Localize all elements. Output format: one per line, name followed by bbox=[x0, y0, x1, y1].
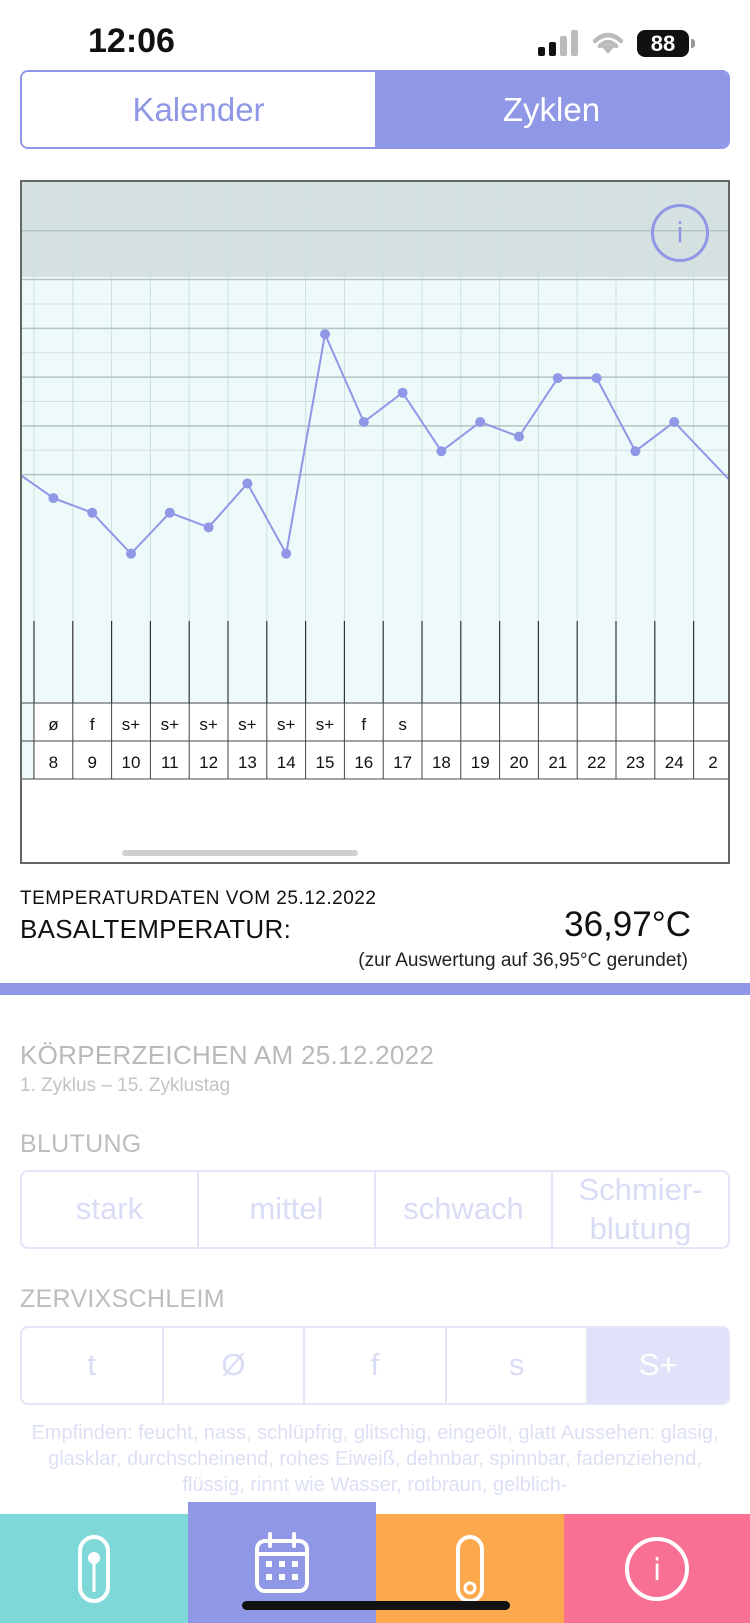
svg-text:i: i bbox=[653, 1553, 661, 1588]
mucus-symbol-day-11: s+ bbox=[161, 715, 180, 734]
temperature-point-day-18 bbox=[436, 446, 447, 457]
temperature-point-day-8 bbox=[48, 493, 59, 504]
cycle-day-label: 2 bbox=[708, 753, 717, 772]
bleeding-option-stark[interactable]: stark bbox=[22, 1172, 199, 1247]
mucus-symbol-day-9: f bbox=[90, 715, 95, 734]
temperature-point-day-10 bbox=[126, 548, 136, 559]
temperature-point-day-19 bbox=[475, 416, 486, 427]
mucus-symbol-day-13: s+ bbox=[238, 715, 257, 734]
basal-temperature-value: 36,97°C bbox=[564, 905, 691, 944]
bleeding-option-mittel[interactable]: mittel bbox=[199, 1172, 376, 1247]
signal-icon bbox=[538, 30, 578, 56]
mucus-options: t Ø f s S+ bbox=[20, 1326, 730, 1405]
temperature-point-day-9 bbox=[87, 507, 98, 518]
temperature-point-day-22 bbox=[591, 373, 602, 384]
body-signs-title: KÖRPERZEICHEN AM 25.12.2022 bbox=[20, 1040, 435, 1070]
cycle-day-label: 21 bbox=[548, 753, 567, 772]
bleeding-option-schwach[interactable]: schwach bbox=[376, 1172, 553, 1247]
temperature-point-day-11 bbox=[164, 507, 175, 518]
rounding-note: (zur Auswertung auf 36,95°C gerundet) bbox=[358, 950, 688, 971]
chart-plot-area bbox=[22, 277, 728, 779]
cycle-day-label: 17 bbox=[393, 753, 412, 772]
mucus-symbol-day-17: s bbox=[398, 715, 407, 734]
basal-temperature-label: BASALTEMPERATUR: bbox=[20, 914, 292, 944]
bleeding-option-schmierblutung[interactable]: Schmier- blutung bbox=[578, 1171, 703, 1246]
mucus-symbol-day-8: ø bbox=[48, 715, 58, 734]
chart-top-band bbox=[22, 182, 728, 277]
info-icon: i bbox=[625, 1536, 689, 1601]
mucus-label: ZERVIXSCHLEIM bbox=[20, 1285, 225, 1313]
cycle-day-label: 8 bbox=[49, 753, 58, 772]
view-switch: Kalender Zyklen bbox=[20, 70, 730, 149]
cycle-day-label: 12 bbox=[199, 753, 218, 772]
mucus-description: Empfinden: feucht, nass, schlüpfrig, gli… bbox=[31, 1422, 719, 1496]
temperature-point-day-20 bbox=[514, 431, 524, 442]
info-icon: i bbox=[676, 216, 684, 249]
temperature-date-heading: TEMPERATURDATEN VOM 25.12.2022 bbox=[20, 888, 377, 909]
mucus-symbol-day-12: s+ bbox=[199, 715, 218, 734]
home-indicator bbox=[242, 1601, 510, 1610]
pill-icon bbox=[456, 1534, 484, 1603]
mucus-option-t[interactable]: t bbox=[22, 1328, 164, 1403]
cycle-day-label: 15 bbox=[316, 753, 335, 772]
tab-info[interactable]: i bbox=[564, 1514, 750, 1623]
cycle-day-label: 13 bbox=[238, 753, 257, 772]
temperature-chart-svg: ø 8 f 9 s+ 10 s+ 11 s+ 12 s+ 13 s+ 14 s+ 15 f 16 s 17 18 19 20… bbox=[22, 182, 728, 862]
battery-icon: 88 bbox=[637, 30, 695, 57]
cycle-day-label: 22 bbox=[587, 753, 606, 772]
mucus-option-s-plus[interactable]: S+ bbox=[588, 1328, 728, 1403]
cycle-day-label: 9 bbox=[87, 753, 96, 772]
cycle-day-label: 23 bbox=[626, 753, 645, 772]
temperature-point-day-14 bbox=[281, 548, 292, 559]
thermometer-icon bbox=[78, 1534, 110, 1603]
mucus-option-f[interactable]: f bbox=[305, 1328, 447, 1403]
mucus-symbol-day-15: s+ bbox=[316, 715, 335, 734]
cycle-day-label: 19 bbox=[471, 753, 490, 772]
wifi-icon bbox=[592, 32, 624, 54]
cycle-day-label: 11 bbox=[161, 753, 179, 772]
temperature-point-day-21 bbox=[552, 373, 563, 384]
mucus-option-s[interactable]: s bbox=[447, 1328, 589, 1403]
temperature-point-day-23 bbox=[630, 446, 641, 457]
tab-temperature[interactable] bbox=[0, 1514, 188, 1623]
temperature-point-day-16 bbox=[358, 416, 369, 427]
mucus-symbol-day-16: f bbox=[361, 715, 366, 734]
mucus-symbol-day-14: s+ bbox=[277, 715, 296, 734]
chart-footer-area bbox=[22, 779, 728, 862]
temperature-point-day-17 bbox=[397, 387, 408, 398]
bleeding-options: stark mittel schwach Schmier- blutung bbox=[20, 1170, 730, 1249]
calendar-icon bbox=[255, 1531, 309, 1593]
status-bar: 12:06 88 bbox=[0, 0, 750, 70]
temperature-point-day-15 bbox=[320, 329, 330, 340]
temperature-chart[interactable]: ø 8 f 9 s+ 10 s+ 11 s+ 12 s+ 13 s+ 14 s+ 15 f 16 s 17 18 19 20… bbox=[20, 180, 730, 864]
cycle-day-label: 20 bbox=[510, 753, 529, 772]
mucus-option-o[interactable]: Ø bbox=[164, 1328, 306, 1403]
horizontal-scrollbar[interactable] bbox=[122, 850, 358, 856]
cycle-day-label: 10 bbox=[122, 753, 141, 772]
temperature-point-day-24 bbox=[669, 416, 680, 427]
cycle-day-label: 14 bbox=[277, 753, 296, 772]
battery-level: 88 bbox=[637, 30, 689, 57]
bleeding-label: BLUTUNG bbox=[20, 1130, 142, 1158]
section-divider bbox=[0, 983, 750, 995]
status-time: 12:06 bbox=[88, 22, 175, 60]
tab-kalender[interactable]: Kalender bbox=[22, 72, 375, 147]
tab-zyklen[interactable]: Zyklen bbox=[375, 72, 728, 147]
cycle-day-label: 24 bbox=[665, 753, 684, 772]
mucus-symbol-day-10: s+ bbox=[122, 715, 141, 734]
temperature-point-day-12 bbox=[203, 522, 214, 533]
chart-info-button[interactable]: i bbox=[651, 204, 709, 262]
cycle-day-label: 16 bbox=[354, 753, 373, 772]
temperature-point-day-13 bbox=[242, 478, 253, 489]
cycle-day-subtitle: 1. Zyklus – 15. Zyklustag bbox=[20, 1075, 231, 1096]
cycle-day-label: 18 bbox=[432, 753, 451, 772]
